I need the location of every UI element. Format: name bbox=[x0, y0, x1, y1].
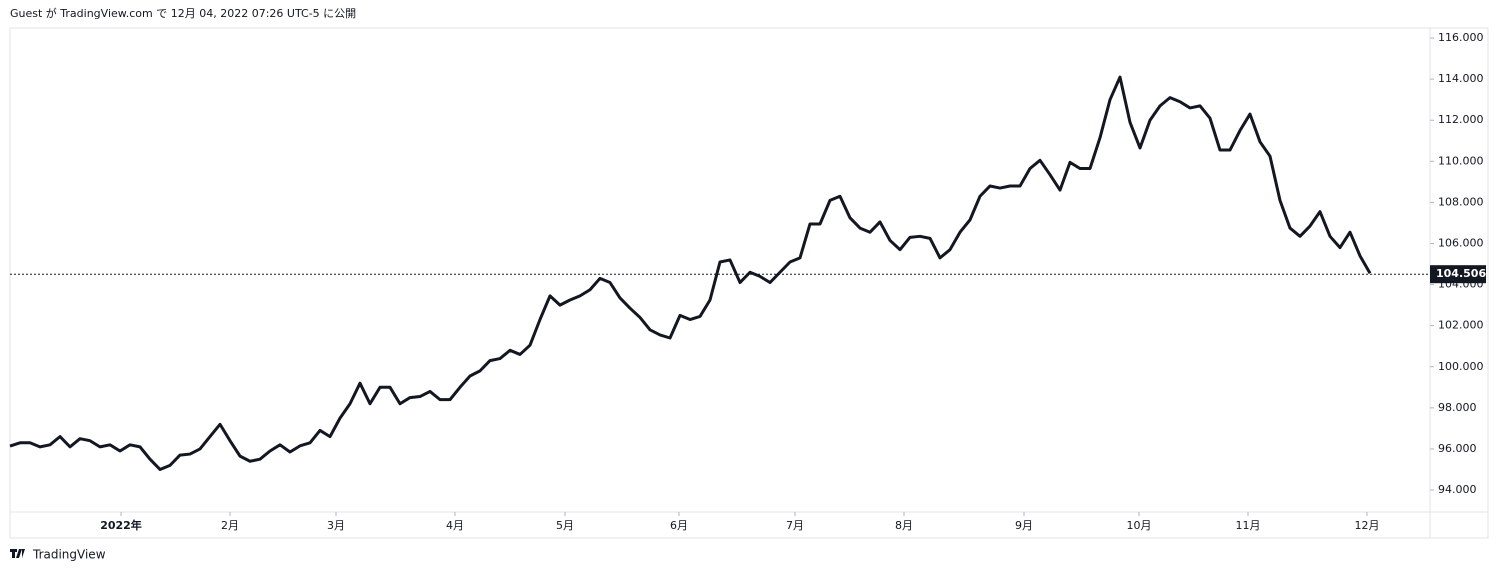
footer: TradingView bbox=[32, 548, 106, 562]
y-tick-label: 94.000 bbox=[1438, 483, 1477, 496]
x-tick-label: 12月 bbox=[1355, 519, 1380, 532]
x-tick-label: 4月 bbox=[446, 519, 464, 532]
y-tick-label: 114.000 bbox=[1438, 72, 1484, 85]
x-tick-label: 9月 bbox=[1015, 519, 1033, 532]
price-line bbox=[9, 75, 1372, 471]
frame bbox=[9, 27, 1489, 539]
x-tick-label: 6月 bbox=[670, 519, 688, 532]
y-tick-label: 100.000 bbox=[1438, 360, 1484, 373]
y-tick-label: 98.000 bbox=[1438, 401, 1477, 414]
x-tick-label: 11月 bbox=[1236, 519, 1261, 532]
x-tick-label: 5月 bbox=[556, 519, 574, 532]
x-tick-label: 2月 bbox=[221, 519, 239, 532]
x-tick-label: 3月 bbox=[327, 519, 345, 532]
x-tick-label: 10月 bbox=[1127, 519, 1152, 532]
header: Guest が TradingView.com で 12月 04, 2022 0… bbox=[10, 6, 356, 20]
y-tick-label: 108.000 bbox=[1438, 195, 1484, 208]
last-price-label: 104.506 bbox=[1436, 267, 1486, 280]
x-tick-label: 7月 bbox=[786, 519, 804, 532]
y-tick-label: 106.000 bbox=[1438, 236, 1484, 249]
y-tick-label: 112.000 bbox=[1438, 113, 1484, 126]
last-price-box bbox=[1430, 265, 1486, 284]
logo: TradingView bbox=[10, 548, 106, 562]
y-tick-label: 102.000 bbox=[1438, 319, 1484, 332]
x-tick-label: 2022年 bbox=[100, 518, 142, 532]
y-tick-label: 116.000 bbox=[1438, 31, 1484, 44]
x-tick-label: 8月 bbox=[895, 519, 913, 532]
y-tick-label: 110.000 bbox=[1438, 154, 1484, 167]
y-tick-label: 96.000 bbox=[1438, 442, 1477, 455]
